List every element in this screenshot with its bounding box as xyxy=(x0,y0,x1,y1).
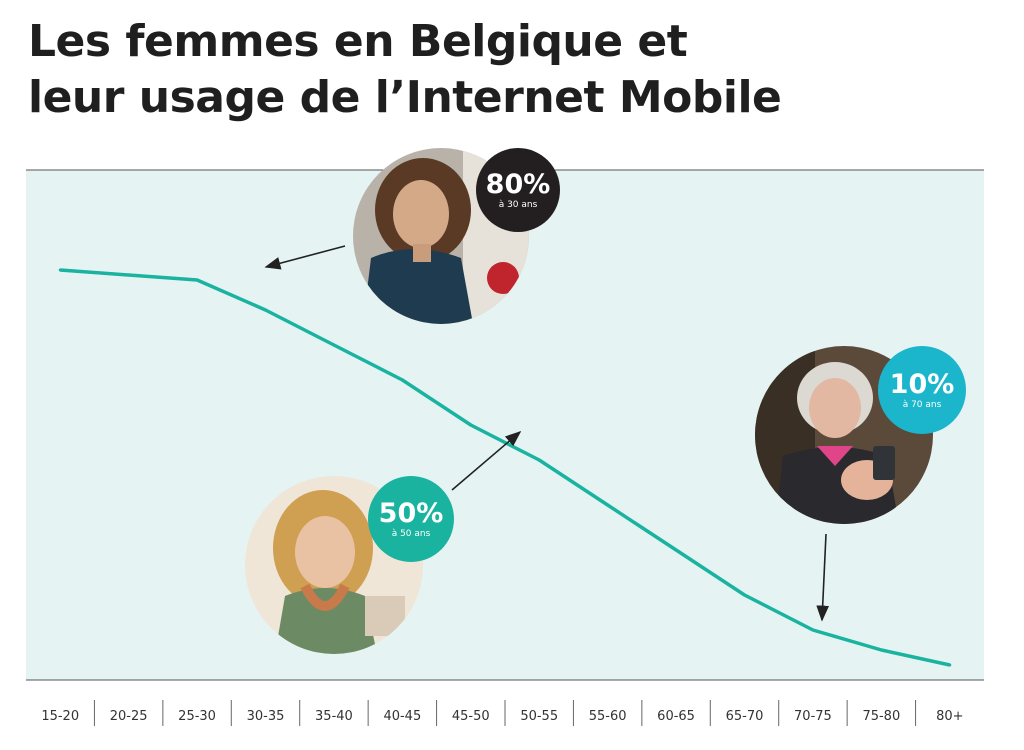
page-title: Les femmes en Belgique et leur usage de … xyxy=(28,14,988,126)
callout-value: 50% xyxy=(378,497,444,529)
callout-badge-50: 50% à 50 ans xyxy=(368,476,454,562)
x-tick-label: 40-45 xyxy=(383,709,421,724)
callout-badge-80: 80% à 30 ans xyxy=(476,148,560,232)
x-tick-label: 55-60 xyxy=(589,709,627,724)
x-tick-label: 35-40 xyxy=(315,709,353,724)
data-point xyxy=(195,278,199,282)
data-point xyxy=(58,268,62,272)
x-tick-label: 30-35 xyxy=(247,709,285,724)
arrow-80 xyxy=(264,245,346,270)
x-tick-label: 65-70 xyxy=(726,709,764,724)
callout-badge-10: 10% à 70 ans xyxy=(878,346,966,434)
blonde-woman-phone-photo xyxy=(245,476,423,654)
arrow-10 xyxy=(816,533,830,622)
callout-value: 10% xyxy=(889,368,955,400)
x-tick-label: 50-55 xyxy=(520,709,558,724)
data-point xyxy=(606,503,610,507)
callout-label: à 30 ans xyxy=(498,199,538,210)
title-line-1: Les femmes en Belgique et xyxy=(28,16,688,67)
data-point xyxy=(811,628,815,632)
x-tick-label: 75-80 xyxy=(862,709,900,724)
x-tick-label: 60-65 xyxy=(657,709,695,724)
data-point xyxy=(948,663,952,667)
x-axis-ticks: 15-20 20-25 25-30 30-35 35-40 40-45 45-50 50-55… xyxy=(41,700,964,726)
x-tick-label: 25-30 xyxy=(178,709,216,724)
title-line-2: leur usage de l’Internet Mobile xyxy=(28,72,782,123)
data-point xyxy=(400,378,404,382)
x-tick-label: 20-25 xyxy=(110,709,148,724)
arrow-50 xyxy=(451,430,522,491)
data-point xyxy=(127,273,131,277)
data-point xyxy=(469,423,473,427)
data-point xyxy=(743,593,746,597)
x-tick-label: 80+ xyxy=(936,709,963,724)
x-tick-label: 70-75 xyxy=(794,709,832,724)
data-point xyxy=(879,648,883,652)
callout-arrows xyxy=(264,245,830,622)
callout-label: à 70 ans xyxy=(902,399,942,410)
data-point xyxy=(674,548,678,552)
data-point xyxy=(537,458,541,462)
callout-value: 80% xyxy=(485,168,551,200)
data-point xyxy=(264,308,267,312)
x-tick-label: 45-50 xyxy=(452,709,490,724)
data-point xyxy=(332,343,336,347)
x-tick-label: 15-20 xyxy=(41,709,79,724)
callout-label: à 50 ans xyxy=(391,528,431,539)
